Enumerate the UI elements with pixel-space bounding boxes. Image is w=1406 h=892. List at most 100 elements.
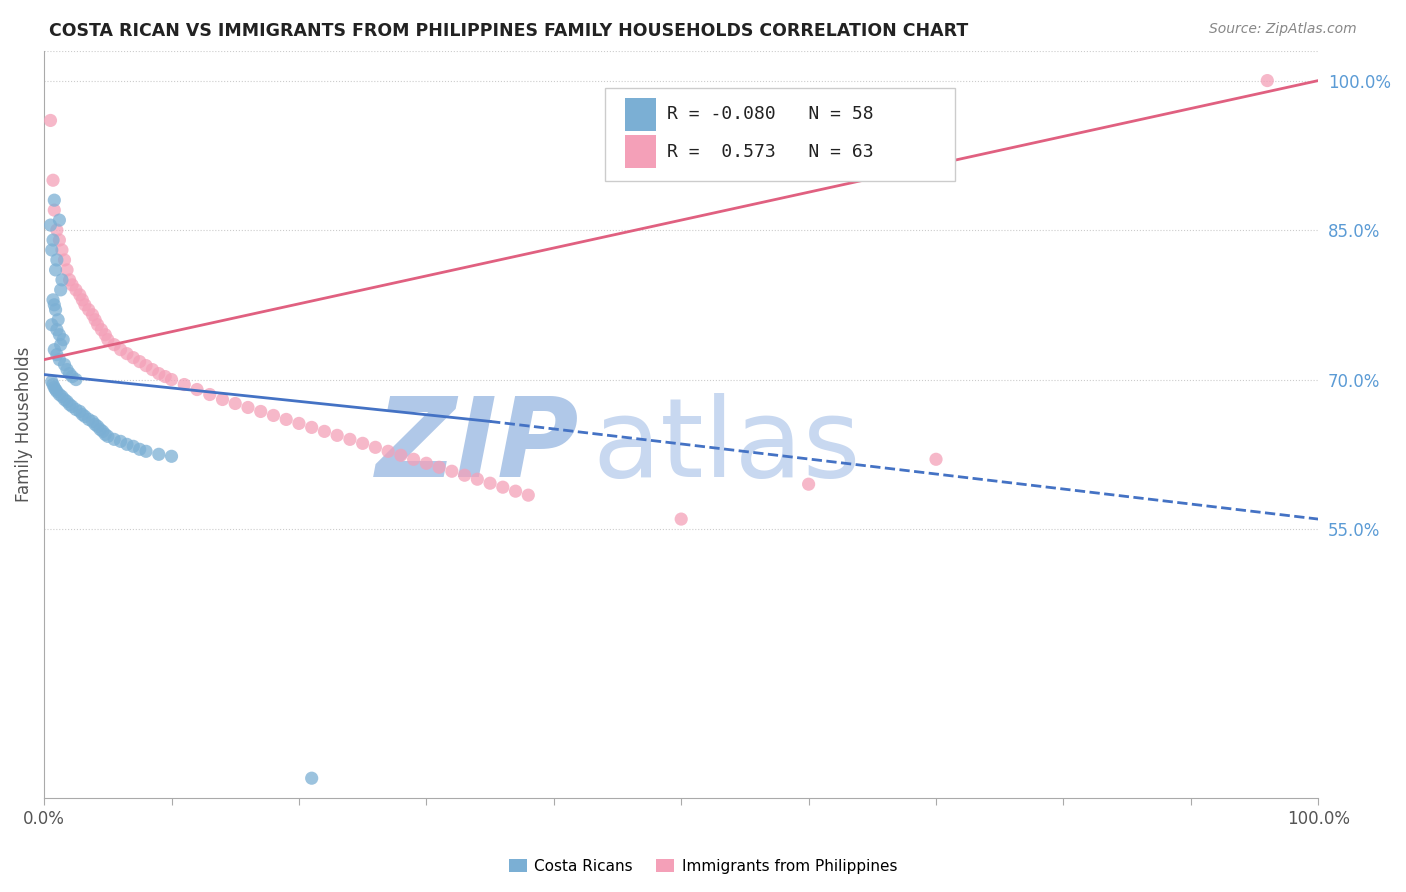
Point: [115, 437, 138, 451]
Point: [276, 412, 298, 426]
Point: [48, 352, 70, 367]
Text: Source: ZipAtlas.com: Source: ZipAtlas.com: [1209, 22, 1357, 37]
Point: [82, 308, 104, 322]
Point: [236, 401, 259, 415]
Point: [148, 367, 170, 381]
Point: [669, 512, 692, 526]
Point: [97, 429, 120, 443]
Point: [314, 425, 336, 439]
Point: [42, 293, 65, 307]
Point: [41, 318, 63, 332]
Point: [52, 333, 75, 347]
Point: [453, 468, 475, 483]
Point: [301, 771, 323, 785]
Point: [128, 442, 150, 457]
Point: [44, 193, 66, 207]
Point: [465, 472, 488, 486]
Point: [427, 460, 450, 475]
Point: [39, 218, 62, 232]
Point: [479, 476, 502, 491]
Point: [49, 337, 72, 351]
Text: atlas: atlas: [592, 393, 860, 500]
Point: [86, 419, 108, 434]
Point: [56, 263, 79, 277]
Point: [97, 333, 120, 347]
Point: [89, 422, 111, 436]
Point: [65, 283, 87, 297]
Point: [160, 450, 183, 464]
Point: [128, 354, 150, 368]
Point: [60, 400, 83, 414]
Point: [44, 380, 66, 394]
Point: [51, 273, 73, 287]
Point: [141, 362, 163, 376]
Point: [56, 362, 79, 376]
Point: [301, 420, 323, 434]
Legend: Costa Ricans, Immigrants from Philippines: Costa Ricans, Immigrants from Philippine…: [502, 853, 904, 880]
Point: [39, 113, 62, 128]
Point: [352, 436, 374, 450]
Point: [288, 417, 311, 431]
Point: [46, 312, 69, 326]
Point: [122, 439, 145, 453]
Point: [42, 233, 65, 247]
Point: [69, 404, 91, 418]
Point: [110, 434, 132, 449]
Text: R =  0.573   N = 63: R = 0.573 N = 63: [668, 143, 873, 161]
Point: [44, 203, 66, 218]
Point: [91, 425, 114, 439]
Point: [72, 293, 94, 307]
Point: [249, 404, 271, 418]
Point: [51, 390, 73, 404]
Point: [440, 464, 463, 478]
Point: [110, 343, 132, 357]
Point: [73, 409, 96, 424]
Text: COSTA RICAN VS IMMIGRANTS FROM PHILIPPINES FAMILY HOUSEHOLDS CORRELATION CHART: COSTA RICAN VS IMMIGRANTS FROM PHILIPPIN…: [49, 22, 969, 40]
Point: [326, 428, 349, 442]
Point: [69, 288, 91, 302]
Point: [160, 373, 183, 387]
Point: [82, 414, 104, 428]
Point: [48, 387, 70, 401]
FancyBboxPatch shape: [626, 98, 655, 130]
Point: [84, 312, 107, 326]
Point: [58, 367, 80, 381]
Point: [505, 484, 527, 499]
Point: [186, 383, 208, 397]
Point: [377, 444, 399, 458]
Point: [51, 243, 73, 257]
Point: [797, 477, 820, 491]
Point: [41, 243, 63, 257]
Point: [48, 327, 70, 342]
Point: [72, 408, 94, 422]
Point: [58, 397, 80, 411]
Point: [135, 444, 157, 458]
Point: [262, 409, 284, 423]
Point: [49, 283, 72, 297]
Point: [94, 427, 117, 442]
Point: [1256, 73, 1278, 87]
Point: [45, 348, 67, 362]
Point: [84, 417, 107, 432]
Point: [48, 213, 70, 227]
Point: [173, 377, 195, 392]
FancyBboxPatch shape: [605, 88, 955, 181]
Point: [415, 456, 437, 470]
Point: [44, 298, 66, 312]
Point: [90, 323, 112, 337]
FancyBboxPatch shape: [626, 136, 655, 168]
Point: [45, 383, 67, 397]
Point: [60, 369, 83, 384]
Point: [389, 448, 412, 462]
Point: [53, 252, 76, 267]
Point: [77, 412, 100, 426]
Text: ZIP: ZIP: [375, 393, 579, 500]
Point: [44, 343, 66, 357]
Point: [224, 396, 246, 410]
Point: [41, 375, 63, 389]
Point: [77, 302, 100, 317]
Point: [364, 440, 387, 454]
Point: [103, 433, 125, 447]
Point: [73, 298, 96, 312]
Point: [339, 433, 361, 447]
